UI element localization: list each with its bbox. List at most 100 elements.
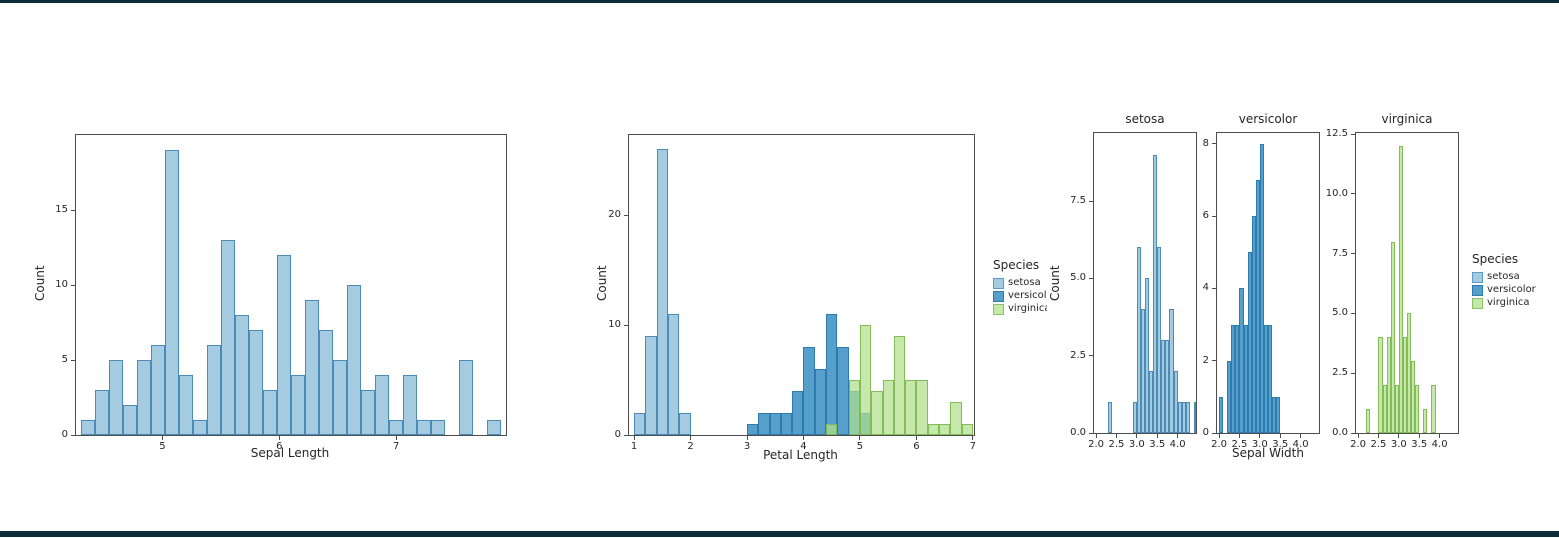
histogram-bar-virginica [859,325,872,435]
legend-label: virginica [1008,303,1047,315]
histogram-bar-virginica [1386,337,1391,433]
histogram-bar-versicolor [1255,180,1260,433]
histogram-bar-versicolor [1268,324,1273,433]
legend-item-setosa: setosa [993,277,1047,289]
fig3-species-legend: Species setosa versicolor virginica [1472,252,1556,318]
y-tick-mark [1089,432,1093,434]
setosa-swatch-icon [1472,271,1483,283]
histogram-bar-sepal_length [248,330,263,435]
facet-title-virginica: virginica [1381,112,1433,126]
histogram-bar-versicolor [1272,396,1277,433]
histogram-bar-sepal_length [305,300,320,435]
histogram-bar-virginica [961,424,973,435]
y-tick-label: 5.0 [1332,307,1348,319]
histogram-bar-setosa [1193,402,1196,433]
x-tick-label: 4.0 [1431,439,1448,450]
histogram-bar-virginica [882,380,894,435]
y-tick-mark [1351,193,1355,195]
histogram-bar-setosa [1136,247,1141,433]
legend-label: setosa [1487,271,1520,283]
histogram-bar-setosa [1153,154,1158,433]
legend-label: virginica [1487,297,1530,309]
histogram-bar-sepal_length [234,315,249,435]
legend-title: Species [1472,252,1519,266]
legend-item-virginica: virginica [1472,297,1556,309]
x-tick-label: 2.0 [1211,439,1227,450]
histogram-bar-virginica [1382,385,1387,433]
fig1-x-axis-label: Sepal Length [250,446,330,460]
y-tick-label: 7.5 [1332,247,1348,259]
y-tick-label: 0 [1202,427,1209,438]
histogram-bar-virginica [848,380,860,435]
x-tick-label: 6 [913,441,920,452]
y-tick-label: 15 [55,204,68,215]
histogram-bar-virginica [1411,361,1416,433]
histogram-bar-sepal_length [122,405,137,435]
histogram-bar-sepal_length [206,345,221,435]
histogram-bar-versicolor [1276,396,1281,433]
virginica-swatch-icon [993,303,1004,315]
histogram-bar-sepal_length [192,420,207,435]
histogram-bar-versicolor [780,413,793,435]
histogram-bar-setosa [679,413,691,435]
fig2-x-axis-label: Petal Length [763,448,838,462]
x-tick-mark [1357,434,1359,438]
histogram-bar-virginica [893,336,906,435]
histogram-bar-setosa [1108,402,1113,433]
histogram-bar-virginica [916,380,928,435]
histogram-bar-sepal_length [389,420,404,435]
histogram-bar-setosa [1145,278,1150,433]
histogram-bar-virginica [1431,385,1436,433]
legend-label: versicolor [1008,290,1047,302]
histogram-bar-versicolor [814,369,827,435]
histogram-bar-sepal_length [276,255,291,435]
histogram-bar-setosa [1177,402,1182,433]
y-tick-mark [624,214,628,216]
y-tick-mark [1212,143,1216,145]
histogram-bar-sepal_length [375,375,390,435]
x-tick-mark [395,436,397,440]
x-tick-mark [1238,434,1240,438]
histogram-bar-virginica [938,424,951,435]
y-tick-label: 20 [608,209,621,221]
x-tick-label: 4.0 [1292,439,1309,450]
histogram-bar-virginica [1390,241,1395,433]
x-tick-mark [972,436,974,440]
x-tick-label: 3.0 [1390,439,1407,450]
histogram-bar-setosa [667,314,680,435]
histogram-bar-sepal_length [361,390,376,435]
x-tick-mark [859,436,861,440]
histogram-bar-sepal_length [94,390,109,435]
histogram-bar-sepal_length [262,390,277,435]
x-tick-mark [1095,434,1097,438]
top-border [0,0,1559,3]
legend-label: versicolor [1487,284,1536,296]
y-tick-mark [1351,372,1355,374]
histogram-bar-sepal_length [431,420,446,435]
histogram-bar-versicolor [1235,324,1240,433]
histogram-bar-sepal_length [417,420,432,435]
x-tick-label: 3.0 [1251,439,1268,450]
virginica-swatch-icon [1472,297,1483,309]
y-tick-mark [1351,432,1355,434]
fig1-y-axis-label: Count [32,265,47,302]
y-tick-label: 12.5 [1325,128,1348,140]
x-tick-label: 4.0 [1169,439,1186,450]
histogram-bar-sepal_length [319,330,334,435]
x-tick-label: 2.0 [1088,439,1104,450]
histogram-bar-virginica [1394,385,1399,433]
x-tick-label: 5 [159,441,166,452]
histogram-bar-sepal_length [108,360,123,435]
histogram-bar-versicolor [1259,143,1264,433]
sepal-length-plot-area: 5 6 7 0 5 10 15 [55,134,507,452]
y-tick-mark [624,434,628,436]
x-tick-mark [1156,434,1158,438]
y-tick-label: 2 [1202,354,1209,366]
legend-item-versicolor: versicolor [993,290,1047,302]
x-tick-mark [1177,434,1179,438]
histogram-bar-versicolor [1239,288,1244,433]
histogram-bar-versicolor [1263,324,1268,433]
y-tick-mark [1212,432,1216,434]
histogram-bar-setosa [1140,309,1145,433]
y-tick-label: 0.0 [1332,427,1348,438]
